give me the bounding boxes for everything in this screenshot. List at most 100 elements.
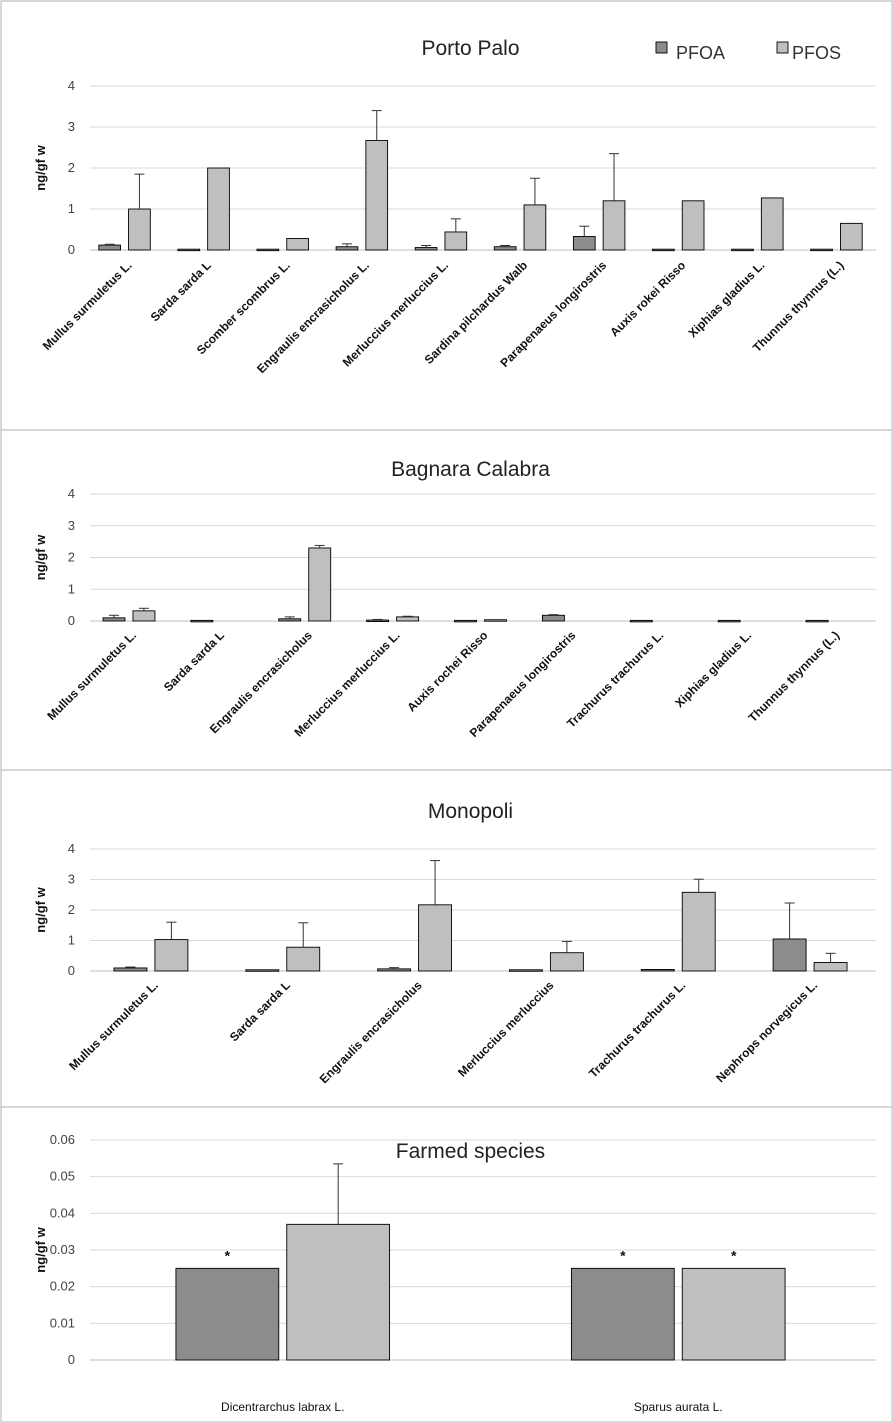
panel-4: Farmed species 0 0.01 0.02 0.03 0.04 0.05 0.06 n… bbox=[1, 1106, 892, 1414]
y-tick-label: 3 bbox=[68, 518, 75, 533]
bar-pfos bbox=[365, 140, 389, 251]
y-tick-label: 4 bbox=[68, 486, 75, 501]
x-tick-label: Xiphias gladius L. bbox=[685, 258, 767, 340]
y-axis-label: ng/gf w bbox=[33, 1226, 48, 1272]
bar-pfos bbox=[602, 200, 626, 251]
bar-pfoa bbox=[278, 618, 302, 622]
panel-1: Porto Palo 0 1 2 3 4 ng/gf w Mullus surmuletus … bbox=[33, 37, 876, 376]
bar-pfoa bbox=[572, 236, 596, 251]
x-tick-label: Sparus aurata L. bbox=[634, 1400, 723, 1414]
x-tick-label: Merluccius merluccius bbox=[455, 978, 557, 1080]
bar-pfoa bbox=[366, 619, 390, 622]
bar-pfos bbox=[286, 1223, 391, 1361]
x-tick-label: Sarda sarda L bbox=[227, 978, 293, 1044]
panel-title: Farmed species bbox=[396, 1140, 545, 1163]
bar-pfoa bbox=[177, 248, 201, 252]
bar-pfos bbox=[484, 619, 507, 622]
bar-pfoa bbox=[541, 614, 565, 622]
bar-pfos bbox=[154, 939, 189, 972]
bar-pfoa bbox=[102, 617, 126, 622]
bar-pfoa bbox=[493, 246, 517, 251]
x-tick-label: Trachurus trachurus L. bbox=[586, 978, 688, 1080]
y-tick-label: 2 bbox=[68, 550, 75, 565]
y-tick-label: 3 bbox=[68, 872, 75, 887]
bar-pfos bbox=[760, 197, 784, 251]
bar-pfoa bbox=[717, 619, 741, 623]
legend: PFOA PFOS bbox=[655, 41, 841, 63]
panel-title: Porto Palo bbox=[421, 37, 519, 60]
bar-pfoa bbox=[377, 968, 412, 972]
y-tick-label: 0 bbox=[68, 1352, 75, 1367]
bar-pfoa bbox=[245, 969, 280, 972]
bar-pfos bbox=[418, 904, 452, 972]
bar-pfoa bbox=[256, 248, 280, 252]
y-axis-label: ng/gf w bbox=[33, 144, 48, 190]
y-axis-label: ng/gf w bbox=[33, 534, 48, 580]
x-tick-label: Engraulis encrasicholus bbox=[207, 628, 315, 736]
bar-pfos bbox=[286, 238, 309, 251]
bar-pfoa bbox=[652, 248, 675, 252]
x-tick-label: Auxis rokei Risso bbox=[607, 258, 688, 339]
bar-pfoa bbox=[731, 248, 754, 252]
bar-pfos bbox=[549, 952, 584, 972]
bar-pfoa bbox=[454, 619, 477, 623]
bar-pfos bbox=[681, 1267, 786, 1361]
y-axis-label: ng/gf w bbox=[33, 886, 48, 932]
bar-pfoa bbox=[509, 969, 543, 972]
bar-pfos bbox=[813, 962, 848, 972]
y-tick-label: 0 bbox=[68, 963, 75, 978]
legend-swatch-pfos bbox=[776, 41, 789, 54]
panel-title: Bagnara Calabra bbox=[391, 458, 550, 481]
y-tick-label: 0.05 bbox=[50, 1169, 75, 1184]
bar-pfoa bbox=[190, 619, 214, 623]
x-tick-label: Thunnus thynnus (L.) bbox=[746, 628, 843, 725]
significance-mark: * bbox=[225, 1247, 231, 1263]
bar-pfoa bbox=[175, 1267, 280, 1361]
bar-pfos bbox=[308, 547, 332, 622]
bar-pfos bbox=[128, 208, 151, 251]
bar-pfoa bbox=[640, 969, 675, 972]
bar-pfoa bbox=[113, 967, 148, 972]
bar-pfoa bbox=[98, 244, 122, 251]
significance-mark: * bbox=[731, 1247, 737, 1263]
y-tick-label: 0.04 bbox=[50, 1205, 75, 1220]
panel-title: Monopoli bbox=[428, 800, 513, 823]
x-tick-label: Engraulis encrasicholus bbox=[317, 978, 425, 1086]
bar-pfos bbox=[840, 222, 863, 251]
x-tick-label: Mullus surmuletus L. bbox=[66, 978, 161, 1073]
x-tick-label: Mullus surmuletus L. bbox=[44, 628, 139, 723]
x-tick-label: Mullus surmuletus L. bbox=[40, 258, 135, 353]
y-tick-label: 1 bbox=[68, 933, 75, 948]
bar-pfoa bbox=[772, 938, 807, 972]
x-tick-label: Dicentrarchus labrax L. bbox=[221, 1400, 344, 1414]
bar-pfoa bbox=[414, 247, 438, 251]
bar-pfos bbox=[286, 946, 321, 972]
x-tick-label: Merluccius merluccius L. bbox=[291, 628, 402, 739]
bar-pfoa bbox=[570, 1267, 675, 1361]
x-tick-label: Thunnus thynnus (L.) bbox=[750, 258, 847, 355]
bar-pfoa bbox=[810, 248, 833, 252]
bar-pfos bbox=[681, 891, 716, 972]
y-tick-label: 3 bbox=[68, 119, 75, 134]
y-tick-label: 4 bbox=[68, 841, 75, 856]
x-tick-label: Trachurus trachurus L. bbox=[564, 628, 666, 730]
x-tick-label: Xiphias gladius L. bbox=[672, 628, 754, 710]
x-tick-label: Sarda sarda L bbox=[148, 258, 214, 324]
legend-label-pfos: PFOS bbox=[792, 43, 841, 63]
y-tick-label: 0.06 bbox=[50, 1132, 75, 1147]
y-tick-label: 1 bbox=[68, 201, 75, 216]
bar-pfos bbox=[444, 231, 468, 251]
bar-pfos bbox=[207, 167, 230, 251]
bar-pfos bbox=[681, 200, 705, 251]
bar-pfoa bbox=[805, 619, 829, 623]
y-tick-label: 1 bbox=[68, 581, 75, 596]
y-tick-label: 0.01 bbox=[50, 1315, 75, 1330]
legend-label-pfoa: PFOA bbox=[676, 43, 725, 63]
y-tick-label: 4 bbox=[68, 78, 75, 93]
y-tick-label: 0 bbox=[68, 242, 75, 257]
y-tick-label: 2 bbox=[68, 902, 75, 917]
bar-pfos bbox=[396, 616, 420, 622]
x-tick-label: Auxis rochei Risso bbox=[404, 628, 490, 714]
